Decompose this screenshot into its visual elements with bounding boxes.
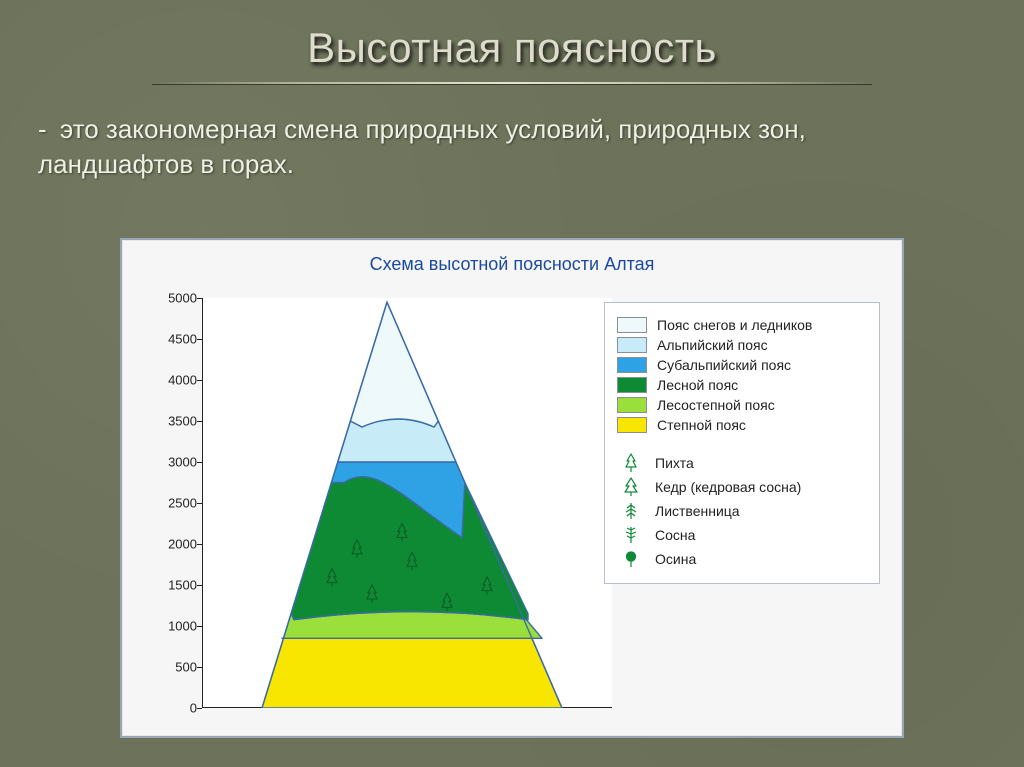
y-tick-mark [197,339,202,340]
y-tick-mark [197,667,202,668]
definition-bullet: - [38,114,47,144]
legend-label: Лесостепной пояс [657,397,775,413]
y-tick-label: 1500 [152,578,197,593]
title-bar: Высотная поясность [0,0,1024,84]
legend-swatch [617,317,647,333]
tree-icon [617,525,645,545]
legend: Пояс снегов и ледников Альпийский пояс Суб… [604,302,880,584]
y-tick-label: 4500 [152,332,197,347]
y-tick-label: 5000 [152,291,197,306]
zone-shape [338,419,456,462]
legend-row-zone: Альпийский пояс [617,337,867,353]
legend-label: Лесной пояс [657,377,738,393]
legend-row-tree: Кедр (кедровая сосна) [617,477,867,497]
legend-row-zone: Степной пояс [617,417,867,433]
legend-swatch [617,337,647,353]
y-tick-label: 1000 [152,619,197,634]
y-tick-label: 3500 [152,414,197,429]
definition-text: - это закономерная смена природных услов… [38,112,964,182]
chart-title: Схема высотной поясности Алтая [122,254,902,275]
tree-icon [617,477,645,497]
legend-label: Сосна [655,527,695,543]
slide-title: Высотная поясность [0,24,1024,72]
mountain-svg [202,298,612,708]
legend-swatch [617,357,647,373]
legend-label: Пихта [655,455,694,471]
y-tick-label: 3000 [152,455,197,470]
y-tick-mark [197,708,202,709]
legend-row-tree: Пихта [617,453,867,473]
y-tick-label: 2000 [152,537,197,552]
legend-swatch [617,397,647,413]
y-tick-label: 2500 [152,496,197,511]
legend-label: Пояс снегов и ледников [657,317,812,333]
zone-shape [262,638,562,708]
chart-frame: Схема высотной поясности Алтая 050010001… [120,238,904,738]
slide-root: Высотная поясность - это закономерная см… [0,0,1024,767]
legend-row-zone: Лесостепной пояс [617,397,867,413]
tree-icon [617,453,645,473]
tree-icon [617,549,645,569]
title-underline [152,82,872,84]
legend-row-tree: Осина [617,549,867,569]
chart-plot: 0500100015002000250030003500400045005000 [202,298,612,708]
legend-row-tree: Сосна [617,525,867,545]
legend-swatch [617,377,647,393]
legend-row-zone: Субальпийский пояс [617,357,867,373]
legend-label: Субальпийский пояс [657,357,791,373]
y-tick-label: 4000 [152,373,197,388]
y-tick-mark [197,626,202,627]
legend-label: Лиственница [655,503,740,519]
y-tick-mark [197,421,202,422]
legend-label: Осина [655,551,696,567]
legend-label: Кедр (кедровая сосна) [655,479,801,495]
y-tick-mark [197,585,202,586]
legend-swatch [617,417,647,433]
y-tick-label: 0 [152,701,197,716]
legend-row-tree: Лиственница [617,501,867,521]
definition-body: это закономерная смена природных условий… [38,114,806,179]
y-tick-mark [197,298,202,299]
legend-row-zone: Лесной пояс [617,377,867,393]
legend-row-zone: Пояс снегов и ледников [617,317,867,333]
legend-label: Степной пояс [657,417,746,433]
tree-icon [617,501,645,521]
legend-label: Альпийский пояс [657,337,768,353]
y-tick-label: 500 [152,660,197,675]
y-tick-mark [197,503,202,504]
y-tick-mark [197,380,202,381]
y-tick-mark [197,544,202,545]
y-tick-mark [197,462,202,463]
